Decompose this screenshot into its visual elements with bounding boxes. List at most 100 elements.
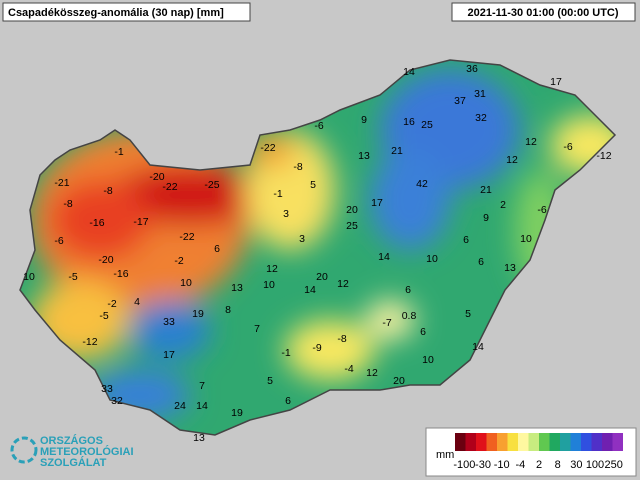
legend-swatch	[528, 433, 539, 451]
station-value: 14	[472, 341, 484, 353]
station-value: 31	[474, 88, 486, 100]
station-value: -8	[63, 198, 72, 210]
legend-swatch	[539, 433, 550, 451]
logo-text: SZOLGÁLAT	[40, 456, 107, 469]
station-value: 2	[500, 199, 506, 211]
station-value: 17	[163, 349, 175, 361]
station-value: 14	[196, 400, 208, 412]
station-value: 13	[358, 150, 370, 162]
station-value: 4	[134, 296, 140, 308]
legend-swatch	[602, 433, 613, 451]
station-value: 24	[174, 400, 186, 412]
station-value: -1	[114, 146, 123, 158]
station-value: 5	[465, 308, 471, 320]
legend-unit: mm	[436, 449, 454, 461]
legend-swatch	[612, 433, 623, 451]
station-value: -2	[174, 255, 183, 267]
station-value: -22	[260, 142, 275, 154]
station-value: 16	[403, 116, 415, 128]
legend-swatch	[486, 433, 497, 451]
station-value: 3	[299, 233, 305, 245]
station-value: 10	[520, 233, 532, 245]
station-value: -4	[344, 363, 353, 375]
station-value: 17	[550, 76, 562, 88]
station-value: 12	[266, 263, 278, 275]
station-value: -20	[98, 254, 113, 266]
station-value: -6	[537, 204, 546, 216]
legend-swatch	[591, 433, 602, 451]
station-value: 36	[466, 63, 478, 75]
station-value: 14	[403, 66, 415, 78]
time-box	[451, 2, 636, 22]
title: Csapadékösszeg-anomália (30 nap) [mm]	[8, 7, 224, 19]
station-value: -8	[293, 161, 302, 173]
legend-swatch	[549, 433, 560, 451]
station-value: 42	[416, 178, 428, 190]
legend-label: -10	[494, 459, 510, 471]
station-value: 37	[454, 95, 466, 107]
logo-text: ORSZÁGOS	[40, 434, 103, 447]
station-value: 20	[393, 375, 405, 387]
station-value: 25	[421, 119, 433, 131]
station-value: 10	[422, 354, 434, 366]
station-value: -12	[82, 336, 97, 348]
station-value: -5	[68, 271, 77, 283]
station-value: 33	[163, 316, 175, 328]
station-value: 6	[478, 256, 484, 268]
legend-label: 250	[604, 459, 622, 471]
title-box	[2, 2, 251, 22]
legend-label: -4	[515, 459, 525, 471]
station-value: 6	[285, 395, 291, 407]
station-value: 21	[391, 145, 403, 157]
station-value: 12	[366, 367, 378, 379]
station-value: -8	[103, 185, 112, 197]
station-value: 32	[475, 112, 487, 124]
station-value: -1	[273, 188, 282, 200]
station-value: -17	[133, 216, 148, 228]
station-value: 12	[337, 278, 349, 290]
legend-label: 8	[555, 459, 561, 471]
station-value: 20	[346, 204, 358, 216]
legend-label: -30	[475, 459, 491, 471]
station-value: -6	[563, 141, 572, 153]
logo-text: METEOROLÓGIAI	[40, 445, 134, 458]
station-value: 32	[111, 395, 123, 407]
station-value: -1	[281, 347, 290, 359]
legend-swatch	[518, 433, 529, 451]
station-value: 21	[480, 184, 492, 196]
legend-swatch	[581, 433, 592, 451]
legend: mm -100 -30 -10 -4 2 8 30 100 250	[425, 427, 637, 477]
legend-label: -100	[453, 459, 475, 471]
legend-swatch	[476, 433, 487, 451]
station-value: 13	[231, 282, 243, 294]
station-value: 19	[192, 308, 204, 320]
legend-swatch	[497, 433, 508, 451]
station-value: 14	[304, 284, 316, 296]
station-value: 6	[420, 326, 426, 338]
station-value: 10	[180, 277, 192, 289]
legend-label: 30	[570, 459, 582, 471]
station-value: 19	[231, 407, 243, 419]
legend-swatch	[570, 433, 581, 451]
station-value: -16	[113, 268, 128, 280]
station-value: 10	[263, 279, 275, 291]
timestamp: 2021-11-30 01:00 (00:00 UTC)	[467, 7, 618, 19]
station-value: 8	[225, 304, 231, 316]
station-value: 0.8	[402, 310, 417, 322]
station-value: -21	[54, 177, 69, 189]
station-value: 5	[267, 375, 273, 387]
legend-label: 2	[536, 459, 542, 471]
station-value: -22	[162, 181, 177, 193]
station-value: 17	[371, 197, 383, 209]
station-value: 9	[483, 212, 489, 224]
station-value: 9	[361, 114, 367, 126]
station-value: -20	[149, 171, 164, 183]
station-value: 6	[463, 234, 469, 246]
station-value: -7	[382, 317, 391, 329]
station-value: 14	[378, 251, 390, 263]
legend-swatch	[507, 433, 518, 451]
station-value: 5	[310, 179, 316, 191]
legend-swatch	[560, 433, 571, 451]
